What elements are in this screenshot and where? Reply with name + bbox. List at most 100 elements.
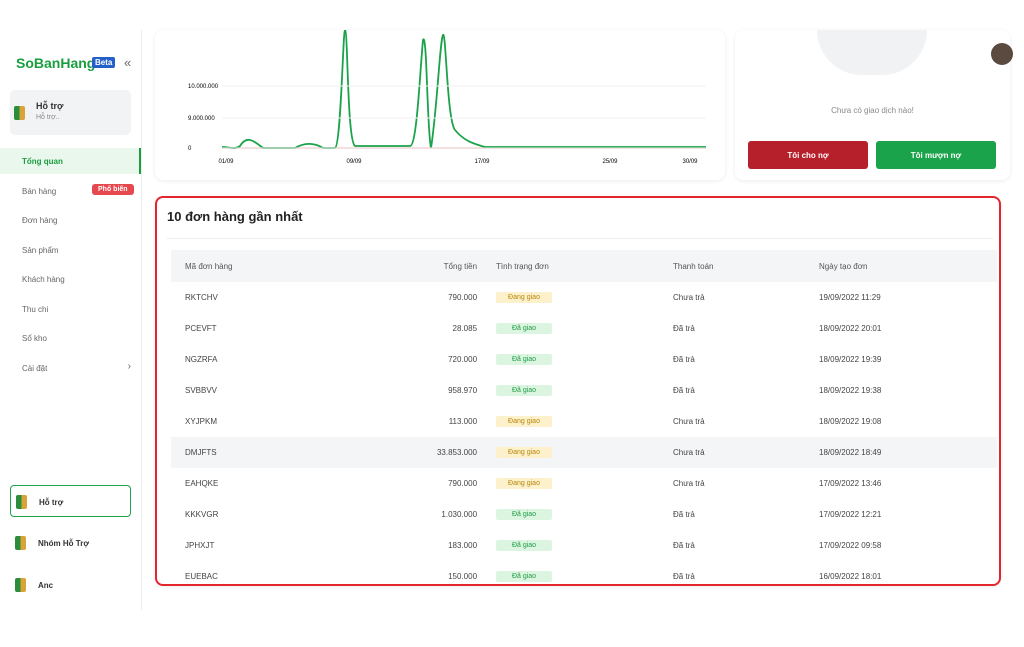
y-tick-label: 10.000.000 <box>188 84 219 90</box>
order-row[interactable]: SVBBVV 958.970 Đã giao Đã trả 18/09/2022 19:… <box>171 375 997 406</box>
cell-text: 18/09/2022 19:38 <box>819 386 882 395</box>
empty-text: Chưa có giao dịch nào! <box>831 106 914 115</box>
cell-text: Chưa trả <box>673 417 705 426</box>
cell-text: 720.000 <box>448 355 478 364</box>
menu-item[interactable]: Bán hàng Phổ biến <box>0 178 141 204</box>
cell: 17/09/2022 13:46 <box>818 468 997 499</box>
cell: KKKVGR <box>171 499 345 530</box>
cell-text: JPHXJT <box>185 541 215 550</box>
avatar[interactable] <box>991 43 1013 65</box>
cell: Đang giao <box>495 282 672 313</box>
cell: EAHQKE <box>171 468 345 499</box>
bottom-item[interactable]: Anc <box>10 569 131 601</box>
cell: Đã giao <box>495 499 672 530</box>
cell: 18/09/2022 19:38 <box>818 375 997 406</box>
sidebar: SoBanHang Beta « Hỗ trợ Hỗ trợ.. Tổng qu… <box>0 30 142 610</box>
order-row[interactable]: EUEBAC 150.000 Đã giao Đã trả 16/09/2022 18:… <box>171 561 997 592</box>
icon <box>15 536 26 550</box>
logo[interactable]: SoBanHang <box>16 55 96 71</box>
x-tick-label: 25/09 <box>602 159 618 165</box>
status-pill: Đã giao <box>496 509 553 520</box>
menu-label: Bán hàng <box>22 186 57 196</box>
cell-text: 790.000 <box>448 479 478 488</box>
cell: 790.000 <box>345 282 495 313</box>
order-row[interactable]: RKTCHV 790.000 Đang giao Chưa trả 19/09/2022… <box>171 282 997 313</box>
cell-text: 18/09/2022 19:08 <box>819 417 882 426</box>
cell: Đang giao <box>495 437 672 468</box>
order-row[interactable]: PCEVFT 28.085 Đã giao Đã trả 18/09/2022 20:0… <box>171 313 997 344</box>
cell-text: Đã trả <box>673 324 695 333</box>
cell: 150.000 <box>345 561 495 592</box>
button-label: Tôi mượn nợ <box>910 151 962 160</box>
cell-text: 183.000 <box>448 541 478 550</box>
cell-text: EAHQKE <box>185 479 219 488</box>
icon <box>14 106 25 120</box>
lend-button[interactable]: Tôi cho nợ <box>748 141 868 169</box>
card-title: Hỗ trợ <box>36 101 64 111</box>
cell: EUEBAC <box>171 561 345 592</box>
order-row[interactable]: DMJFTS 33.853.000 Đang giao Chưa trả 18/09/2… <box>171 437 997 468</box>
column-header: Ngày tạo đơn <box>818 250 997 282</box>
menu-item[interactable]: Sổ kho <box>0 325 141 351</box>
cell-text: 1.030.000 <box>441 510 478 519</box>
button-label: Tôi cho nợ <box>787 151 829 160</box>
order-row[interactable]: EAHQKE 790.000 Đang giao Chưa trả 17/09/2022… <box>171 468 997 499</box>
borrow-button[interactable]: Tôi mượn nợ <box>876 141 996 169</box>
orders-table: Mã đơn hàng Tổng tiền Tình trạng đơn Thanh … <box>171 250 997 592</box>
status-pill: Đang giao <box>496 478 553 489</box>
bottom-item[interactable]: Nhóm Hỗ Trợ <box>10 527 131 559</box>
menu-item[interactable]: Tổng quan <box>0 148 141 174</box>
menu-item[interactable]: Sản phẩm <box>0 237 141 263</box>
cell: 18/09/2022 19:39 <box>818 344 997 375</box>
y-tick-label: 0 <box>188 146 192 152</box>
order-row[interactable]: JPHXJT 183.000 Đã giao Đã trả 17/09/2022 09:… <box>171 530 997 561</box>
cell-text: Đã trả <box>673 541 695 550</box>
cell-text: NGZRFA <box>185 355 218 364</box>
cell: 33.853.000 <box>345 437 495 468</box>
support-card[interactable]: Hỗ trợ Hỗ trợ.. <box>10 90 131 135</box>
menu-item[interactable]: Thu chi <box>0 296 141 322</box>
header-row: Mã đơn hàng Tổng tiền Tình trạng đơn Thanh … <box>171 250 997 282</box>
cell: Đã giao <box>495 344 672 375</box>
menu-item[interactable]: Cài đặt › <box>0 355 141 381</box>
cell-text: 18/09/2022 20:01 <box>819 324 882 333</box>
cell-text: 113.000 <box>448 417 478 426</box>
collapse-button[interactable]: « <box>124 55 132 70</box>
cell: DMJFTS <box>171 437 345 468</box>
cell: Đã trả <box>672 313 818 344</box>
cell-text: 790.000 <box>448 293 478 302</box>
column-header: Tình trạng đơn <box>495 250 673 282</box>
line-green <box>221 30 706 149</box>
order-row[interactable]: XYJPKM 113.000 Đang giao Chưa trả 18/09/2022… <box>171 406 997 437</box>
menu-label: Thu chi <box>22 304 49 314</box>
menu-label: Đơn hàng <box>22 216 58 225</box>
status-pill: Đang giao <box>496 416 553 427</box>
bottom-item[interactable]: Hỗ trợ <box>10 485 131 517</box>
status-pill: Đã giao <box>496 323 553 334</box>
menu-item[interactable]: Khách hàng <box>0 266 141 292</box>
cell: 16/09/2022 18:01 <box>818 561 997 592</box>
item-label: Nhóm Hỗ Trợ <box>38 539 90 548</box>
empty-illustration <box>817 30 927 75</box>
cell: Chưa trả <box>672 282 818 313</box>
cell: 18/09/2022 19:08 <box>818 406 997 437</box>
cell: Đã giao <box>495 375 672 406</box>
cell-text: 33.853.000 <box>436 448 478 457</box>
x-tick-label: 30/09 <box>682 159 698 165</box>
order-row[interactable]: KKKVGR 1.030.000 Đã giao Đã trả 17/09/2022 1… <box>171 499 997 530</box>
cell-text: Đã trả <box>673 510 695 519</box>
cell-text: 28.085 <box>452 324 478 333</box>
menu-label: Tổng quan <box>22 157 63 166</box>
icon <box>16 495 27 509</box>
cell-text: RKTCHV <box>185 293 218 302</box>
order-row[interactable]: NGZRFA 720.000 Đã giao Đã trả 18/09/2022 19:… <box>171 344 997 375</box>
cell-text: 150.000 <box>448 572 478 581</box>
cell: Đã giao <box>495 313 672 344</box>
cell-text: DMJFTS <box>185 448 217 457</box>
cell-text: KKKVGR <box>185 510 219 519</box>
cell: 18/09/2022 20:01 <box>818 313 997 344</box>
debt-panel: Chưa có giao dịch nào! Tôi cho nợ Tôi mư… <box>735 30 1010 180</box>
menu-item[interactable]: Đơn hàng <box>0 207 141 233</box>
cell-text: XYJPKM <box>185 417 218 426</box>
cell-text: 19/09/2022 11:29 <box>819 293 881 302</box>
